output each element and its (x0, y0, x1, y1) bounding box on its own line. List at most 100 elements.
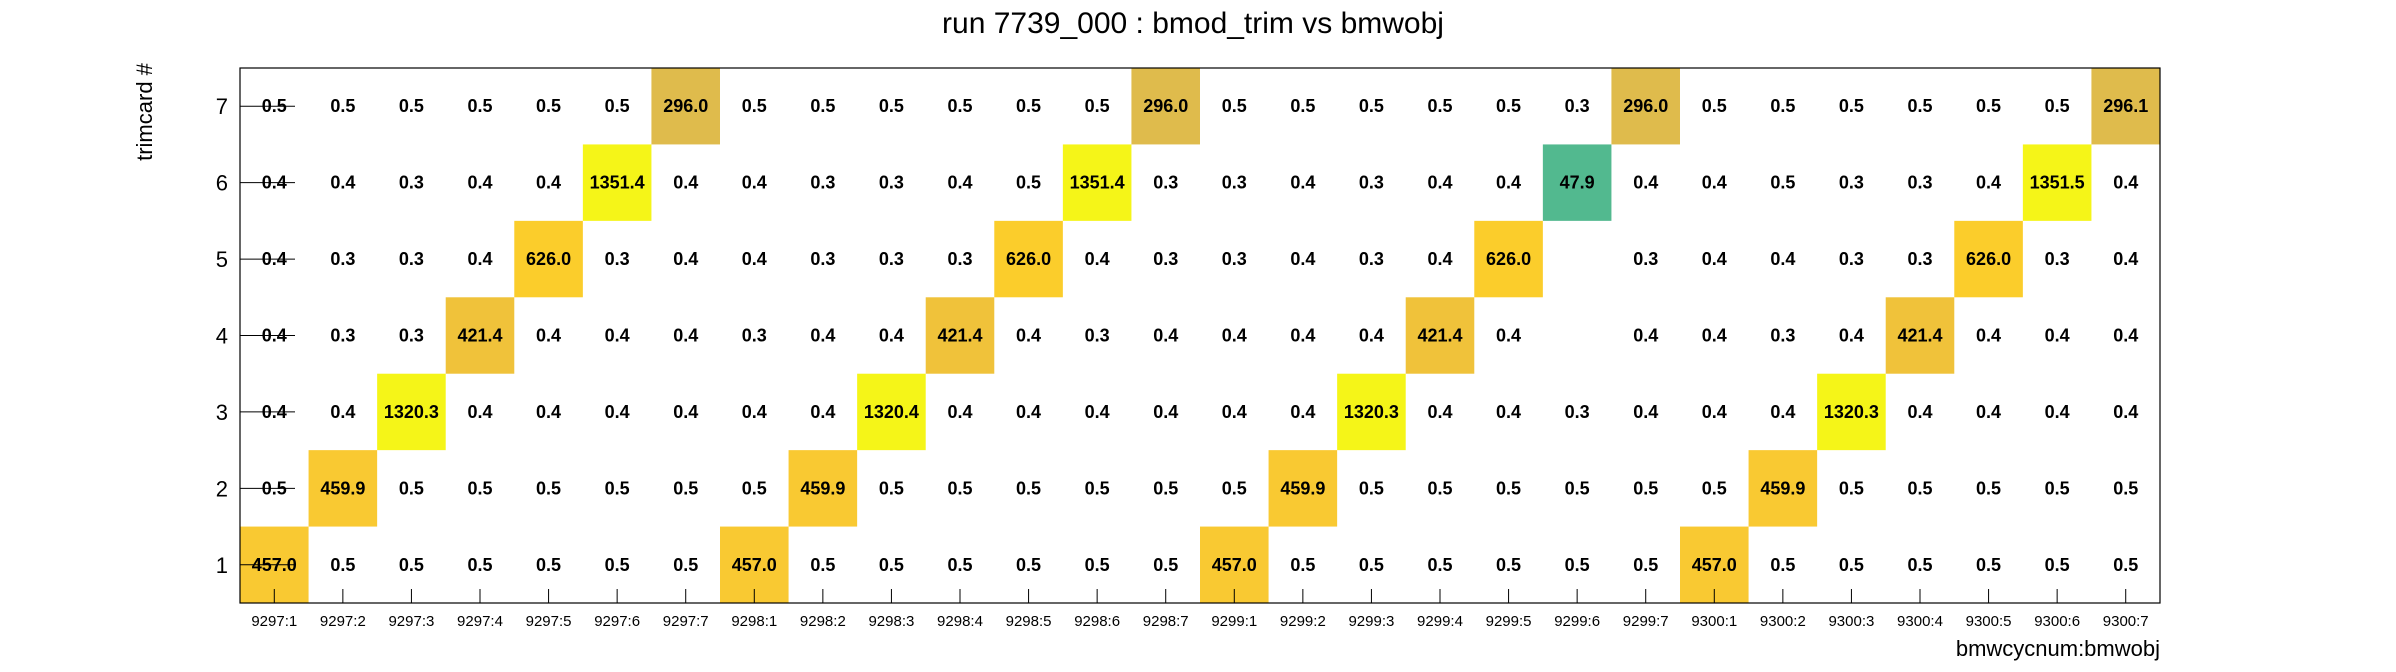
cell-value-label: 0.4 (605, 402, 630, 422)
cell-value-label: 0.4 (673, 173, 698, 193)
cell-value-label: 0.4 (1153, 402, 1178, 422)
y-tick-label: 6 (216, 171, 228, 196)
cell-value-label: 0.5 (1976, 478, 2001, 498)
cell-value-label: 0.4 (1427, 249, 1452, 269)
cell-value-label: 459.9 (1280, 478, 1325, 498)
cell-value-label: 1351.4 (1070, 173, 1125, 193)
cell-value-label: 0.5 (879, 96, 904, 116)
axes-layer: 9297:1 9297:2 9297:3 9297:4 9297:5 9297:6 9297… (216, 67, 2161, 630)
cell-value-label: 1320.3 (384, 402, 439, 422)
cell-value-label: 0.5 (1359, 555, 1384, 575)
cell-value-label: 0.4 (1085, 249, 1110, 269)
x-tick-label: 9298:4 (937, 613, 983, 630)
y-tick-label: 1 (216, 553, 228, 578)
cell-value-label: 0.4 (2045, 402, 2070, 422)
cell-value-label: 0.3 (1085, 326, 1110, 346)
cell-value-label: 0.4 (1633, 402, 1658, 422)
cell-value-label: 0.4 (1222, 326, 1247, 346)
cell-value-label: 0.5 (1085, 555, 1110, 575)
cell-value-label: 0.4 (1496, 173, 1521, 193)
cell-value-label: 0.4 (742, 402, 767, 422)
cell-value-label: 0.4 (1976, 173, 2001, 193)
cell-value-label: 0.5 (1633, 478, 1658, 498)
cell-value-label: 0.4 (2113, 326, 2138, 346)
cell-value-label: 0.4 (536, 326, 561, 346)
cell-value-label: 296.0 (1623, 96, 1668, 116)
cell-value-label: 626.0 (1966, 249, 2011, 269)
cell-value-label: 0.5 (1016, 478, 1041, 498)
cell-value-label: 0.4 (1907, 402, 1932, 422)
heatmap-cell (651, 68, 720, 145)
x-tick-label: 9297:3 (388, 613, 434, 630)
x-tick-label: 9300:5 (1966, 613, 2012, 630)
cell-value-label: 0.5 (1770, 96, 1795, 116)
cell-value-label: 0.4 (1702, 249, 1727, 269)
x-tick-label: 9300:6 (2034, 613, 2080, 630)
cell-value-label: 0.3 (810, 173, 835, 193)
cell-value-label: 0.3 (1565, 402, 1590, 422)
cell-value-label: 0.5 (1839, 478, 1864, 498)
cell-value-label: 0.5 (399, 555, 424, 575)
cell-value-label: 0.4 (1016, 402, 1041, 422)
cell-value-label: 457.0 (1212, 555, 1257, 575)
x-tick-label: 9299:4 (1417, 613, 1463, 630)
cell-value-label: 0.4 (947, 173, 972, 193)
heatmap-cell (308, 450, 378, 527)
cell-value-label: 0.5 (1016, 555, 1041, 575)
cell-value-label: 0.5 (1427, 96, 1452, 116)
cell-value-label: 0.4 (1222, 402, 1247, 422)
x-tick-label: 9299:3 (1348, 613, 1394, 630)
chart-title: run 7739_000 : bmod_trim vs bmwobj (942, 7, 1444, 40)
cell-value-label: 457.0 (1692, 555, 1737, 575)
cell-value-label: 0.3 (399, 173, 424, 193)
heatmap-cell (445, 297, 515, 374)
cell-value-label: 296.0 (1143, 96, 1188, 116)
cell-value-label: 0.4 (1290, 402, 1315, 422)
cell-value-label: 626.0 (526, 249, 571, 269)
heatmap-cell (582, 144, 652, 221)
cell-value-label: 0.4 (1770, 249, 1795, 269)
cell-value-label: 0.5 (330, 555, 355, 575)
heatmap-cell (2091, 68, 2160, 145)
cell-value-label: 0.5 (605, 478, 630, 498)
heatmap-cell (857, 373, 926, 451)
cell-value-label: 0.5 (1565, 555, 1590, 575)
cell-value-label: 0.4 (1633, 173, 1658, 193)
cell-value-label: 0.5 (1907, 478, 1932, 498)
cell-value-label: 0.4 (1839, 326, 1864, 346)
cell-value-label: 0.5 (1222, 478, 1247, 498)
cell-value-label: 0.3 (605, 249, 630, 269)
cell-value-label: 0.5 (742, 478, 767, 498)
cell-value-label: 0.5 (1770, 173, 1795, 193)
y-axis-title: trimcard # (132, 62, 157, 161)
heatmap-cell (377, 373, 446, 451)
x-axis-title: bmwcycnum:bmwobj (1956, 636, 2160, 661)
x-tick-label: 9299:2 (1280, 613, 1326, 630)
y-tick-label: 5 (216, 247, 228, 272)
cell-value-label: 0.5 (1016, 173, 1041, 193)
cell-value-label: 0.5 (605, 96, 630, 116)
cell-value-label: 0.5 (1496, 555, 1521, 575)
cell-value-label: 0.5 (1770, 555, 1795, 575)
x-tick-label: 9299:6 (1554, 613, 1600, 630)
cell-value-label: 457.0 (732, 555, 777, 575)
cell-value-label: 0.5 (399, 96, 424, 116)
cell-value-label: 0.5 (810, 96, 835, 116)
x-tick-label: 9297:4 (457, 613, 503, 630)
x-tick-label: 9300:2 (1760, 613, 1806, 630)
heatmap-cell (514, 220, 583, 298)
x-tick-label: 9299:5 (1486, 613, 1532, 630)
cell-value-label: 0.5 (742, 96, 767, 116)
cell-value-label: 0.4 (2113, 249, 2138, 269)
plot-frame (239, 67, 2161, 604)
cell-value-label: 0.5 (810, 555, 835, 575)
cell-value-label: 0.3 (1633, 249, 1658, 269)
cell-value-label: 0.5 (1976, 96, 2001, 116)
cell-value-label: 0.5 (1907, 96, 1932, 116)
cell-value-label: 0.4 (810, 402, 835, 422)
cell-value-label: 0.4 (742, 249, 767, 269)
cell-value-label: 0.4 (1702, 173, 1727, 193)
cell-value-label: 0.5 (673, 555, 698, 575)
cell-value-label: 0.5 (947, 555, 972, 575)
x-tick-label: 9300:7 (2103, 613, 2149, 630)
